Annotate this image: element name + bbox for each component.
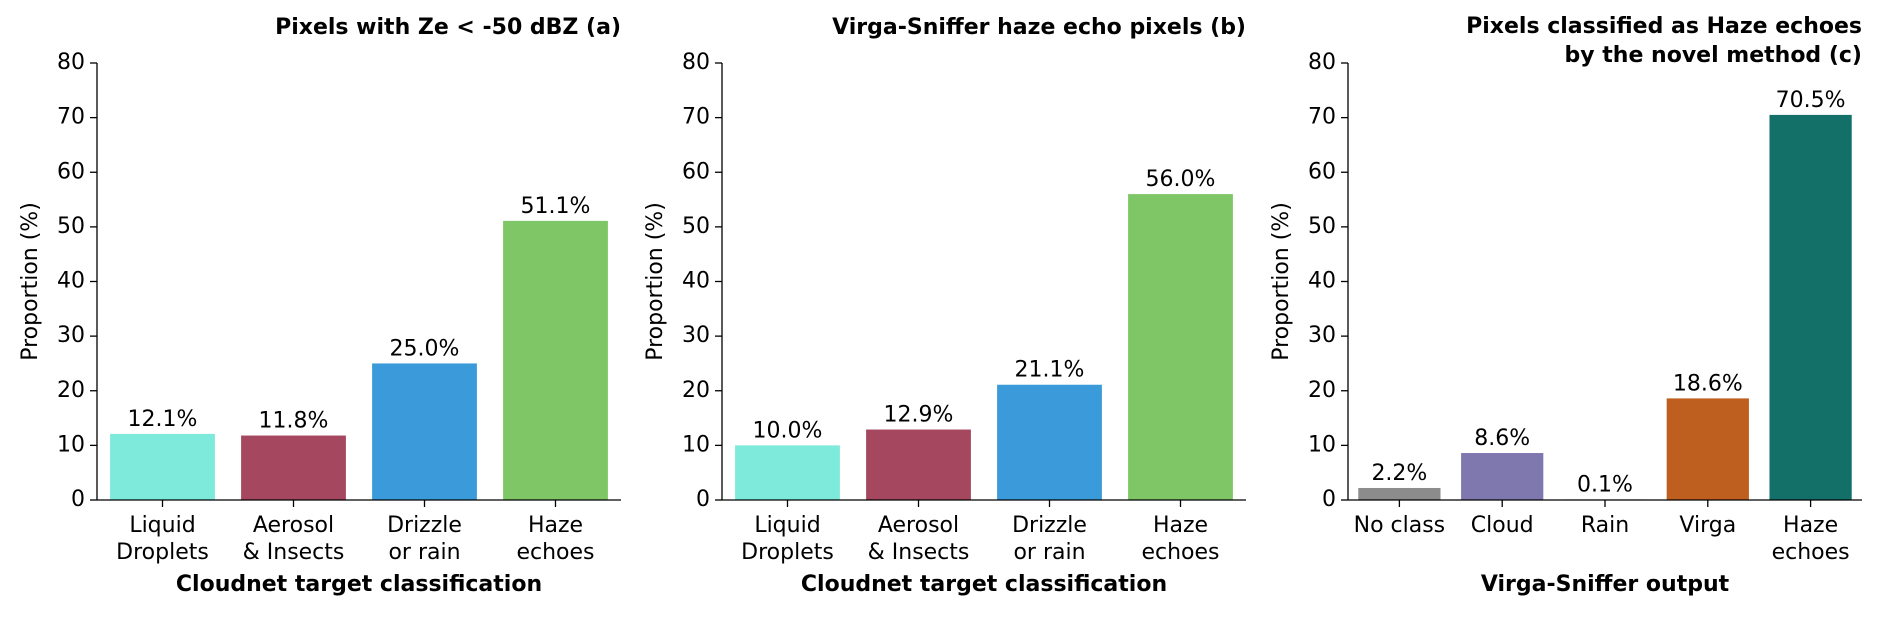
value-label: 18.6% (1673, 371, 1743, 396)
bar (866, 429, 971, 500)
value-label: 51.1% (521, 194, 591, 219)
y-tick-label: 0 (71, 487, 85, 512)
value-label: 21.1% (1015, 358, 1085, 383)
value-label: 11.8% (259, 409, 329, 434)
x-tick-label: Aerosol & Insects (868, 513, 970, 565)
y-tick-label: 40 (1308, 269, 1336, 294)
value-label: 8.6% (1474, 426, 1530, 451)
x-tick-label: Virga (1679, 513, 1736, 538)
x-axis-label: Cloudnet target classification (801, 572, 1167, 597)
y-tick-label: 60 (682, 159, 710, 184)
y-axis-label: Proportion (%) (1269, 202, 1294, 361)
y-tick-label: 10 (57, 432, 85, 457)
x-tick-label: Haze echoes (1772, 513, 1850, 565)
bar (735, 445, 840, 500)
value-label: 10.0% (753, 418, 823, 443)
x-tick-label: Haze echoes (1141, 513, 1219, 565)
y-tick-label: 60 (57, 159, 85, 184)
value-label: 2.2% (1371, 461, 1427, 486)
y-tick-label: 70 (1308, 105, 1336, 130)
x-tick-label: No class (1354, 513, 1446, 538)
y-axis-label: Proportion (%) (643, 202, 668, 361)
y-tick-label: 0 (1322, 487, 1336, 512)
bar (1666, 398, 1749, 500)
y-tick-label: 30 (1308, 323, 1336, 348)
bar (1461, 453, 1544, 500)
x-tick-label: Liquid Droplets (741, 513, 834, 565)
x-tick-label: Drizzle or rain (1012, 513, 1087, 565)
chart-title: Pixels with Ze < -50 dBZ (a) (275, 15, 621, 40)
y-tick-label: 50 (1308, 214, 1336, 239)
value-label: 70.5% (1776, 88, 1846, 113)
chart-title: Pixels classified as Haze echoes by the n… (1466, 14, 1862, 68)
value-label: 0.1% (1577, 472, 1633, 497)
y-tick-label: 10 (1308, 432, 1336, 457)
bar (1769, 114, 1852, 501)
y-tick-label: 0 (696, 487, 710, 512)
y-tick-label: 30 (57, 323, 85, 348)
value-label: 12.9% (884, 403, 954, 428)
y-tick-label: 50 (57, 214, 85, 239)
y-tick-label: 20 (682, 378, 710, 403)
bar (997, 384, 1102, 500)
bar (1128, 194, 1233, 500)
x-tick-label: Cloud (1471, 513, 1534, 538)
y-tick-label: 20 (57, 378, 85, 403)
y-tick-label: 40 (57, 269, 85, 294)
x-tick-label: Drizzle or rain (387, 513, 462, 565)
y-tick-label: 10 (682, 432, 710, 457)
value-label: 25.0% (390, 336, 460, 361)
y-tick-label: 30 (682, 323, 710, 348)
y-tick-label: 70 (682, 105, 710, 130)
x-tick-label: Liquid Droplets (116, 513, 209, 565)
x-tick-label: Rain (1581, 513, 1629, 538)
bar (503, 220, 608, 500)
bar (110, 433, 215, 500)
y-tick-label: 80 (682, 50, 710, 75)
y-tick-label: 50 (682, 214, 710, 239)
x-axis-label: Cloudnet target classification (176, 572, 542, 597)
x-tick-label: Aerosol & Insects (243, 513, 345, 565)
value-label: 56.0% (1146, 167, 1216, 192)
bar (241, 435, 346, 500)
y-tick-label: 60 (1308, 159, 1336, 184)
x-axis-label: Virga-Sniffer output (1481, 572, 1730, 597)
y-tick-label: 80 (1308, 50, 1336, 75)
value-label: 12.1% (128, 407, 198, 432)
bar (1358, 487, 1441, 500)
y-tick-label: 20 (1308, 378, 1336, 403)
x-tick-label: Haze echoes (516, 513, 594, 565)
y-tick-label: 80 (57, 50, 85, 75)
y-axis-label: Proportion (%) (18, 202, 43, 361)
y-tick-label: 40 (682, 269, 710, 294)
bar (372, 363, 477, 500)
chart-title: Virga-Sniffer haze echo pixels (b) (832, 15, 1246, 40)
y-tick-label: 70 (57, 105, 85, 130)
